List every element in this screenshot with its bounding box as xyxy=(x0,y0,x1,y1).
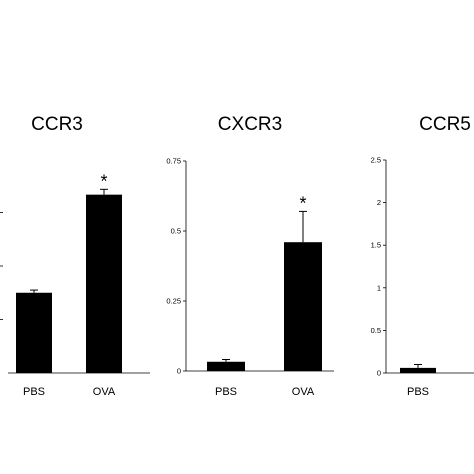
x-tick-label: OVA xyxy=(93,386,116,398)
bar xyxy=(284,242,322,371)
y-tick-label: 0 xyxy=(377,369,381,378)
y-tick-label: 0.75 xyxy=(166,157,181,166)
x-tick-label: PBS xyxy=(23,386,45,398)
x-tick-label: PBS xyxy=(215,386,237,398)
y-tick-label: 0 xyxy=(177,367,181,376)
bar xyxy=(400,367,436,373)
chart-title: CCR3 xyxy=(31,114,83,135)
significance-marker: * xyxy=(100,171,107,191)
bar xyxy=(207,361,245,371)
x-tick-label: PBS xyxy=(407,386,429,398)
y-tick-label: 0.5 xyxy=(171,227,181,236)
y-tick-label: 0.5 xyxy=(371,326,381,335)
y-tick-label: 2.5 xyxy=(371,156,381,165)
chart-title: CCR5 xyxy=(419,114,471,135)
chart-title: CXCR3 xyxy=(218,114,282,135)
significance-marker: * xyxy=(299,193,306,213)
y-tick-label: 2 xyxy=(377,198,381,207)
bar xyxy=(86,194,122,373)
bar xyxy=(16,292,52,373)
y-tick-label: 1.5 xyxy=(371,241,381,250)
y-tick-label: 1 xyxy=(377,283,381,292)
x-tick-label: OVA xyxy=(292,386,315,398)
y-tick-label: 0.25 xyxy=(166,297,181,306)
